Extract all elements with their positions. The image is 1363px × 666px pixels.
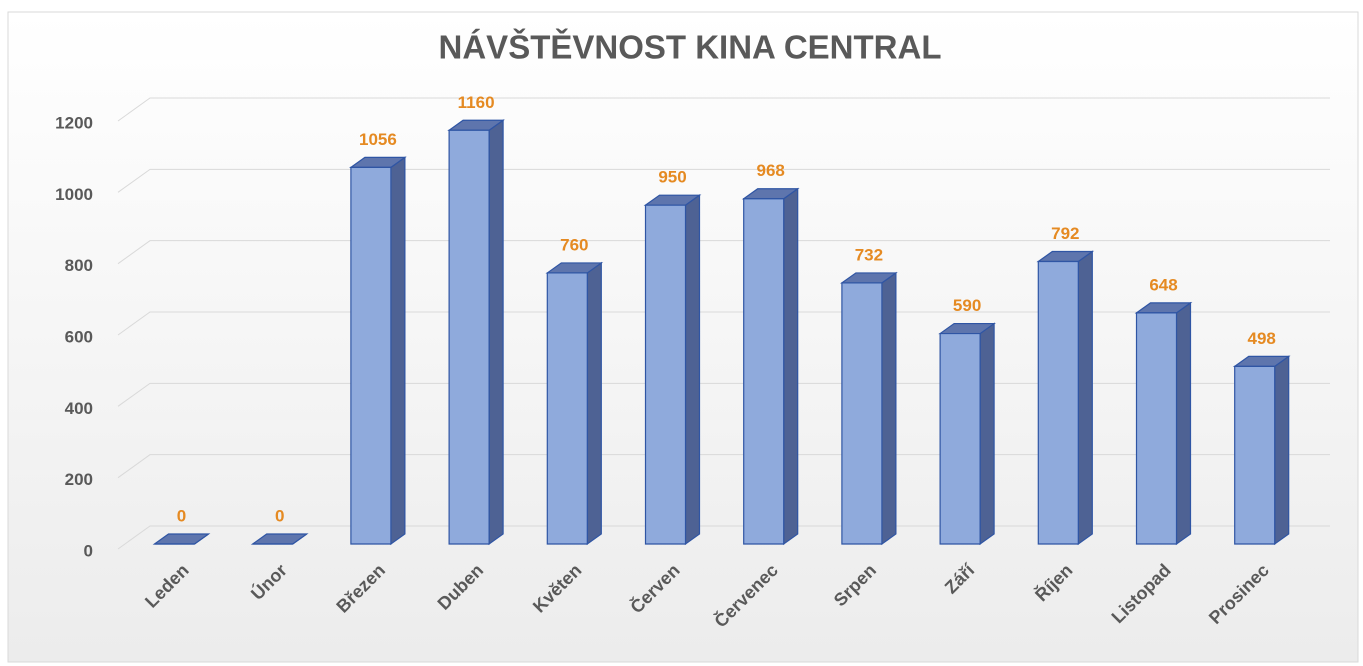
grid-line — [117, 311, 1330, 336]
y-tick-label: 600 — [65, 327, 93, 346]
bar-side — [881, 271, 897, 546]
bar-side — [390, 156, 406, 546]
bar-side — [684, 194, 701, 546]
grid-line — [117, 168, 1330, 193]
y-tick-label: 0 — [84, 541, 93, 560]
bar — [840, 271, 898, 546]
grid-line — [117, 382, 1330, 407]
y-tick-label: 1000 — [55, 185, 93, 204]
bar-front — [743, 198, 785, 545]
value-label: 760 — [560, 235, 588, 254]
bar-side — [979, 322, 995, 546]
bar — [741, 187, 800, 546]
bar-front — [1135, 312, 1178, 545]
value-label: 732 — [855, 245, 883, 264]
bar-side — [1274, 355, 1290, 546]
y-tick-label: 800 — [65, 256, 93, 275]
bar-front — [939, 332, 981, 545]
bar — [1232, 355, 1291, 546]
bar — [250, 533, 309, 545]
grid-line — [117, 454, 1330, 479]
y-tick-label: 400 — [65, 399, 93, 418]
y-tick-label: 1200 — [55, 113, 93, 132]
chart-title: NÁVŠTĚVNOST KINA CENTRAL — [439, 28, 942, 66]
bar-side — [488, 119, 504, 546]
y-tick-label: 200 — [65, 470, 93, 489]
value-label: 648 — [1149, 275, 1177, 294]
value-label: 0 — [177, 506, 186, 525]
bar-front — [1234, 365, 1276, 545]
bar — [938, 322, 996, 546]
bar — [643, 194, 702, 546]
bar — [349, 156, 407, 546]
bar-front — [350, 166, 392, 545]
bar-side — [1175, 301, 1192, 546]
bar-front — [448, 129, 490, 545]
value-label: 0 — [275, 506, 284, 525]
value-label: 950 — [658, 168, 686, 187]
bar-front — [546, 272, 588, 545]
value-label: 498 — [1248, 329, 1276, 348]
bar — [447, 119, 505, 546]
grid-line — [117, 97, 1330, 122]
bar-front — [841, 282, 883, 545]
bar — [1036, 250, 1095, 546]
bar-side — [1077, 250, 1093, 546]
value-label: 792 — [1051, 224, 1079, 243]
bar-front — [644, 204, 687, 545]
bar — [152, 533, 211, 545]
bar — [1134, 301, 1193, 546]
bar-front — [1037, 260, 1079, 545]
value-label: 590 — [953, 296, 981, 315]
bar-side — [783, 187, 799, 546]
value-label: 1056 — [359, 130, 397, 149]
value-label: 1160 — [458, 93, 495, 112]
value-label: 968 — [757, 161, 785, 180]
grid-line — [117, 525, 1330, 550]
bar — [545, 261, 604, 546]
grid-line — [117, 240, 1330, 265]
bar-side — [586, 261, 602, 546]
